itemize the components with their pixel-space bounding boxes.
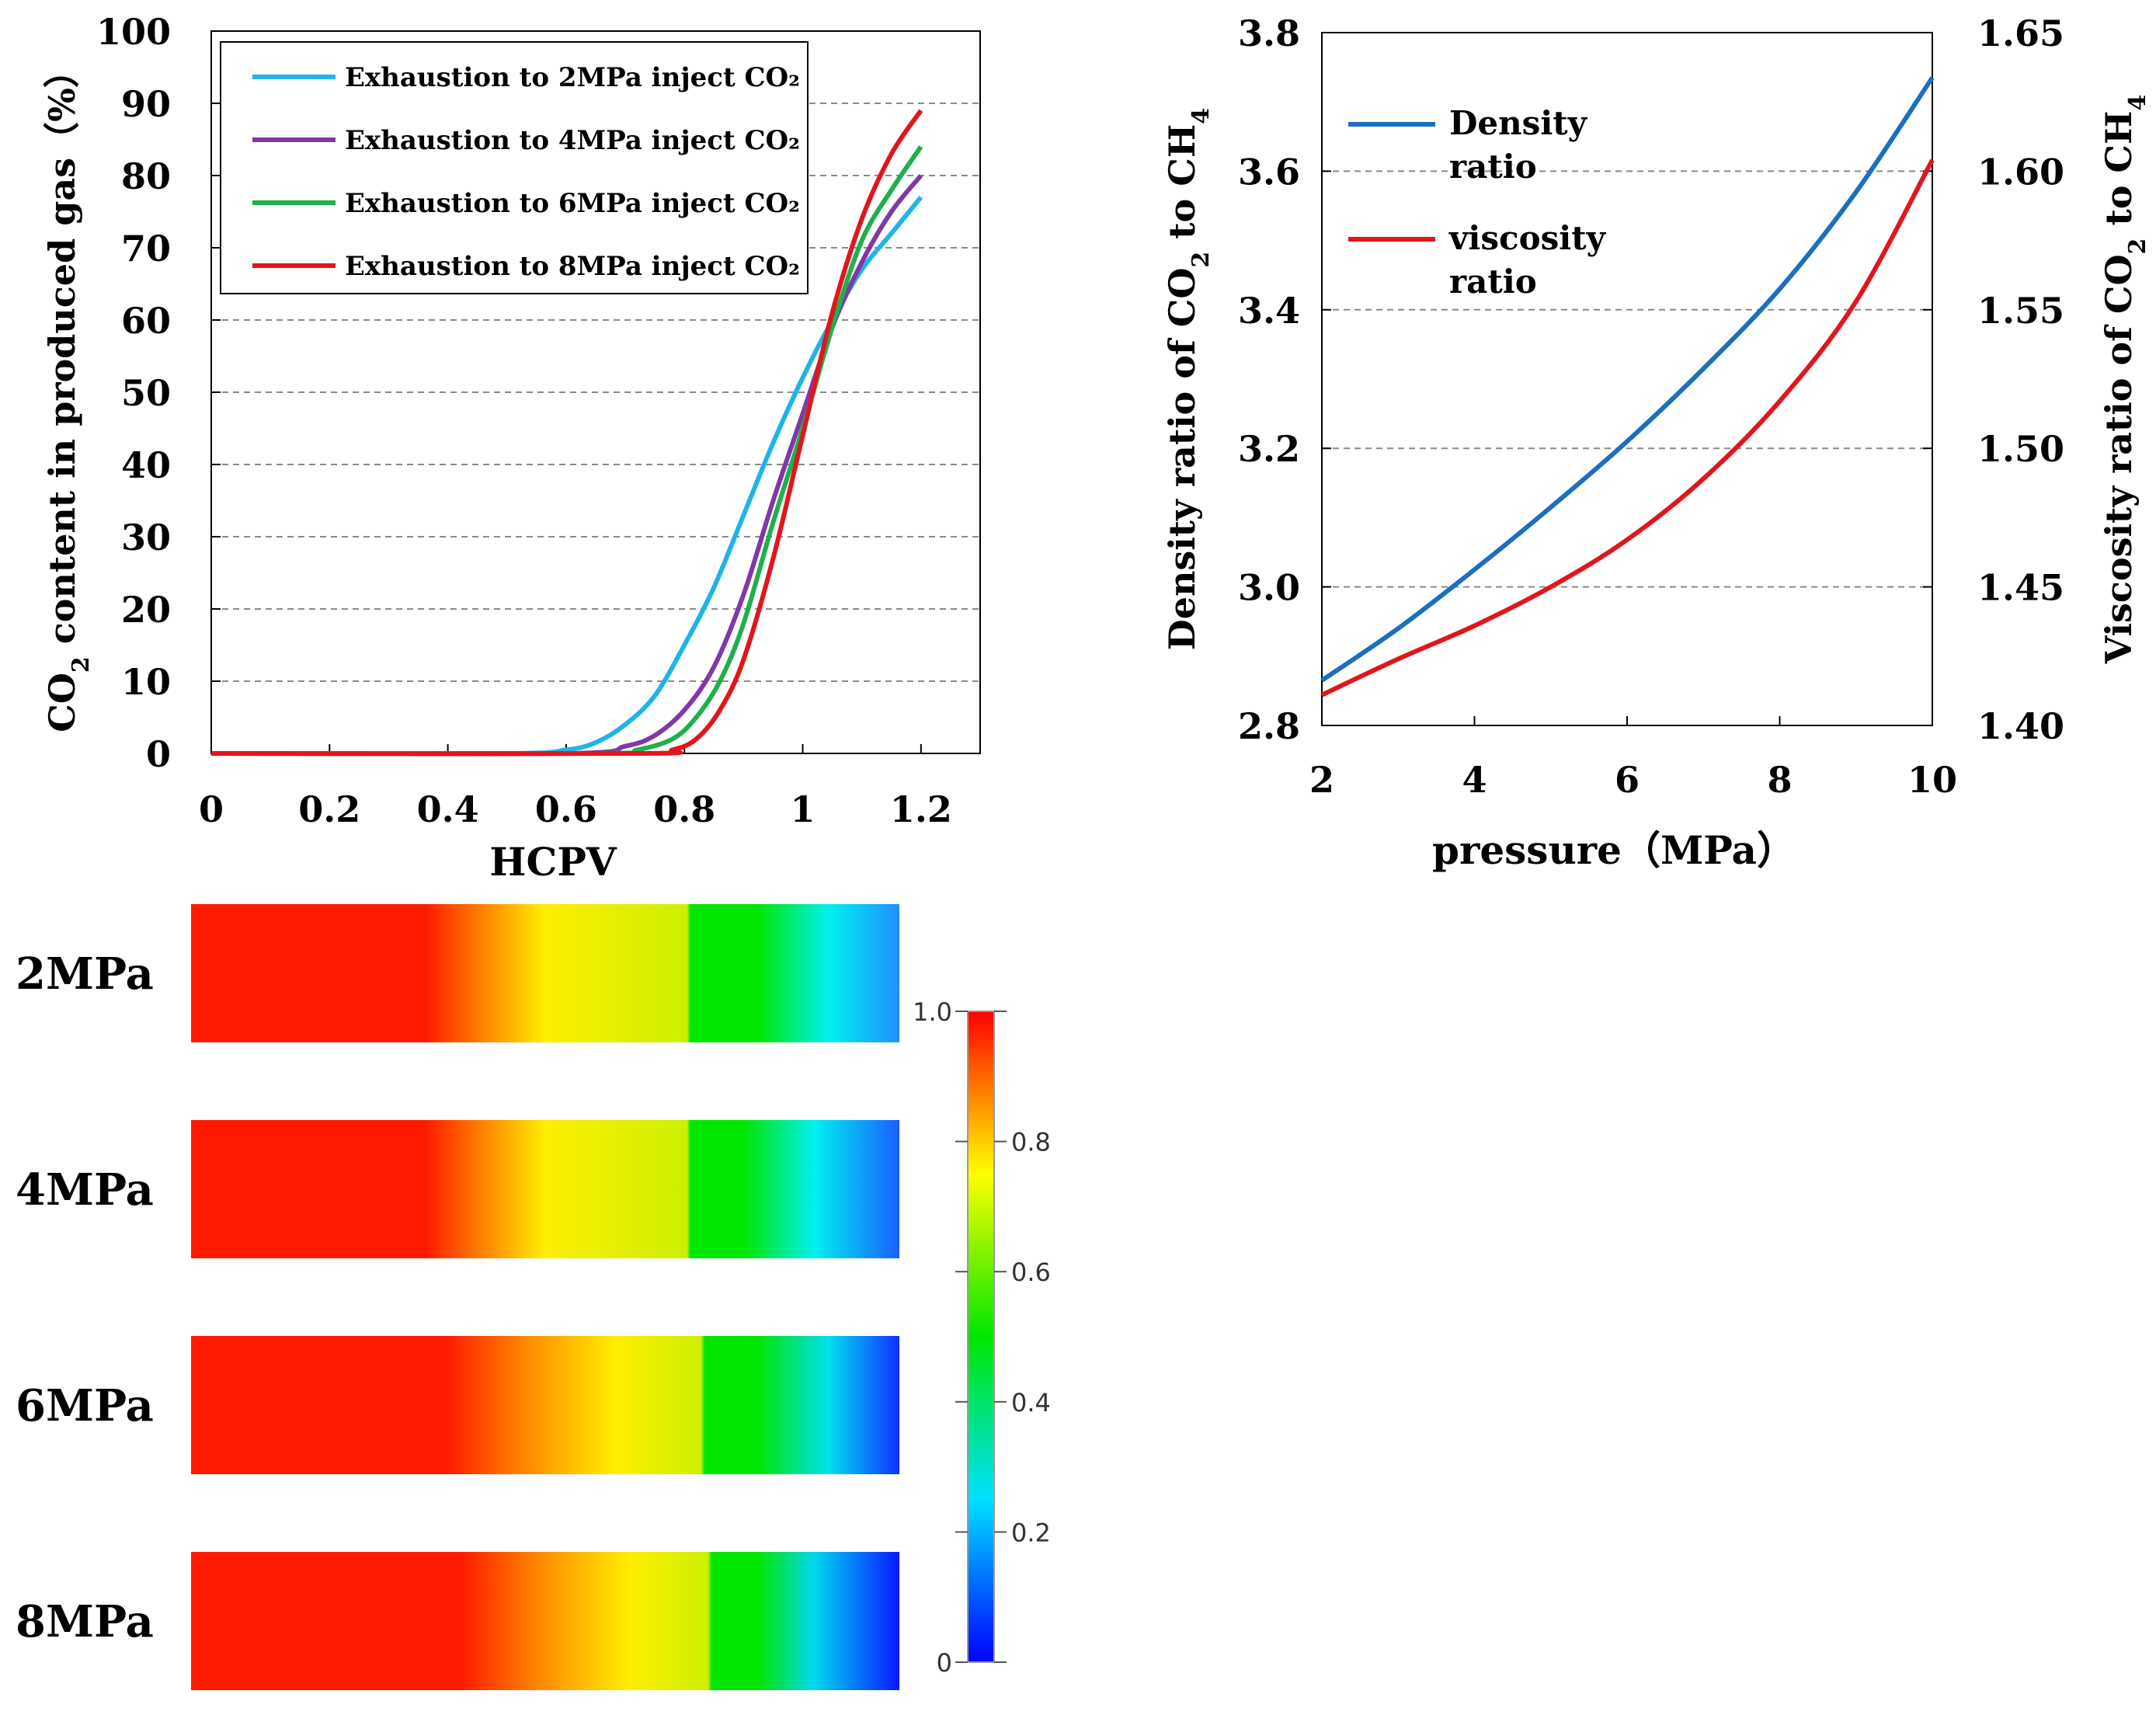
strip-label: 4MPa bbox=[16, 1164, 154, 1216]
x-tick-label: 8 bbox=[1767, 759, 1792, 801]
y-left-tick-label: 3.6 bbox=[1238, 151, 1300, 193]
legend-box bbox=[220, 41, 808, 294]
x-axis-label: HCPV bbox=[489, 839, 617, 885]
y-tick-label: 20 bbox=[121, 589, 171, 631]
x-tick-label: 0.8 bbox=[653, 788, 715, 830]
x-tick-label: 2 bbox=[1309, 759, 1334, 801]
x-axis-label: pressure（MPa） bbox=[1432, 827, 1796, 873]
colorbar bbox=[967, 1011, 995, 1663]
colorbar-tick-label: 0 bbox=[937, 1648, 952, 1678]
legend-label-line2: ratio bbox=[1449, 263, 1537, 301]
series-line-4 bbox=[210, 109, 923, 757]
y-left-tick-label: 3.0 bbox=[1238, 567, 1300, 609]
x-tick-label: 1 bbox=[791, 788, 815, 830]
legend-label: Exhaustion to 6MPa inject CO₂ bbox=[345, 188, 800, 219]
y-tick-label: 10 bbox=[121, 661, 171, 703]
x-tick-label: 0 bbox=[199, 788, 224, 830]
saturation-profiles-chart: 2MPa 4MPa 6MPa 8MPa 0 0.2 0.4 0.6 0.8 1.0 bbox=[16, 904, 1051, 1690]
legend-label: viscosity bbox=[1448, 219, 1607, 257]
x-tick-label: 0.2 bbox=[298, 788, 360, 830]
x-tick-label: 1.2 bbox=[890, 788, 952, 830]
y-right-tick-label: 1.40 bbox=[1977, 705, 2064, 747]
saturation-strip-6MPa bbox=[191, 1336, 899, 1474]
legend-label: Exhaustion to 2MPa inject CO₂ bbox=[345, 62, 800, 93]
colorbar-tick-label: 0.8 bbox=[1011, 1128, 1051, 1157]
colorbar-tick-label: 0.4 bbox=[1011, 1388, 1051, 1418]
co2-content-chart: 0 10 20 30 40 50 60 70 80 90 100 0 0.2 0.4 0.6 0.8 1 1.2 H… bbox=[41, 11, 981, 885]
y-tick-label: 0 bbox=[146, 733, 171, 775]
y-tick-label: 70 bbox=[121, 228, 171, 270]
legend-label: Exhaustion to 8MPa inject CO₂ bbox=[345, 251, 800, 282]
x-tick-label: 0.4 bbox=[417, 788, 479, 830]
y-left-tick-label: 3.8 bbox=[1238, 12, 1300, 54]
legend-label: Exhaustion to 4MPa inject CO₂ bbox=[345, 125, 800, 156]
x-tick-label: 6 bbox=[1615, 759, 1640, 801]
strip-label: 6MPa bbox=[16, 1380, 154, 1432]
y-tick-label: 100 bbox=[96, 11, 171, 53]
y-right-tick-label: 1.60 bbox=[1977, 151, 2064, 193]
y-tick-label: 60 bbox=[121, 300, 171, 342]
strip-label: 8MPa bbox=[16, 1596, 154, 1647]
colorbar-tick-label: 0.6 bbox=[1011, 1258, 1051, 1287]
y-right-tick-label: 1.55 bbox=[1977, 290, 2064, 332]
y-tick-label: 90 bbox=[121, 83, 171, 125]
x-tick-label: 0.6 bbox=[535, 788, 597, 830]
y-left-tick-label: 3.4 bbox=[1238, 290, 1300, 332]
y-right-tick-label: 1.65 bbox=[1977, 12, 2064, 54]
colorbar-tick-label: 1.0 bbox=[913, 997, 952, 1027]
x-tick-label: 10 bbox=[1907, 759, 1957, 801]
y-tick-label: 40 bbox=[121, 444, 171, 486]
strip-label: 2MPa bbox=[16, 948, 154, 1000]
saturation-strip-8MPa bbox=[191, 1552, 899, 1690]
plot-frame bbox=[1321, 32, 1933, 726]
y-left-axis-label: Density ratio of CO2 to CH4 bbox=[1161, 108, 1215, 650]
y-tick-label: 50 bbox=[121, 372, 171, 414]
colorbar-tick-label: 0.2 bbox=[1011, 1518, 1051, 1547]
series-line-1 bbox=[1320, 76, 1935, 683]
x-tick-label: 4 bbox=[1462, 759, 1487, 801]
legend-label-line2: ratio bbox=[1449, 148, 1537, 186]
y-left-tick-label: 2.8 bbox=[1238, 705, 1300, 747]
y-left-tick-label: 3.2 bbox=[1238, 428, 1300, 470]
legend-label: Density bbox=[1449, 104, 1588, 142]
saturation-strip-2MPa bbox=[191, 904, 899, 1042]
ratio-pressure-chart: 2.8 3.0 3.2 3.4 3.6 3.8 1.40 1.45 1.50 1.55 1.60 1.… bbox=[1161, 12, 2151, 873]
series-line-2 bbox=[1320, 158, 1935, 697]
y-right-tick-label: 1.50 bbox=[1977, 428, 2064, 470]
saturation-strip-4MPa bbox=[191, 1120, 899, 1258]
y-tick-label: 30 bbox=[121, 517, 171, 558]
y-right-axis-label: Viscosity ratio of CO2 to CH4 bbox=[2098, 95, 2151, 665]
y-axis-label: CO2 content in produced gas（%） bbox=[41, 52, 95, 732]
y-tick-label: 80 bbox=[121, 155, 171, 197]
y-right-tick-label: 1.45 bbox=[1977, 567, 2064, 609]
